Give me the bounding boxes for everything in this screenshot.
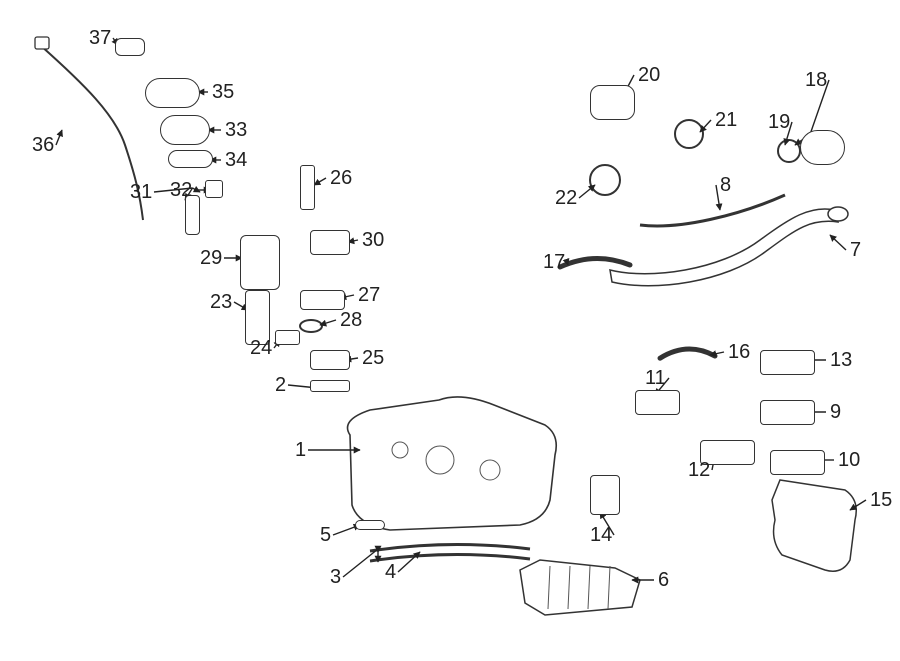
callout-2: 2 [275,375,286,395]
callout-13: 13 [830,350,852,370]
callout-27: 27 [358,285,380,305]
callout-17: 17 [543,252,565,272]
callout-1: 1 [295,440,306,460]
part-2 [310,380,350,392]
callout-19: 19 [768,112,790,132]
callout-35: 35 [212,82,234,102]
part-25 [310,350,350,370]
callout-14: 14 [590,525,612,545]
part-31 [185,195,200,235]
part-33 [160,115,210,145]
callout-31: 31 [130,182,152,202]
callout-30: 30 [362,230,384,250]
callout-26: 26 [330,168,352,188]
part-34 [168,150,213,168]
leader-lines-layer [0,0,900,661]
part-5 [355,520,385,530]
callout-22: 22 [555,188,577,208]
callout-34: 34 [225,150,247,170]
part-18 [800,130,845,165]
part-13 [760,350,815,375]
callout-3: 3 [330,567,341,587]
part-11 [635,390,680,415]
callout-12: 12 [688,460,710,480]
callout-6: 6 [658,570,669,590]
part-20 [590,85,635,120]
callout-25: 25 [362,348,384,368]
part-35 [145,78,200,108]
part-14 [590,475,620,515]
callout-8: 8 [720,175,731,195]
part-37 [115,38,145,56]
callout-33: 33 [225,120,247,140]
callout-7: 7 [850,240,861,260]
callout-11: 11 [645,368,666,388]
callout-32: 32 [170,180,192,200]
part-30 [310,230,350,255]
part-29 [240,235,280,290]
callout-9: 9 [830,402,841,422]
callout-5: 5 [320,525,331,545]
callout-4: 4 [385,562,396,582]
callout-23: 23 [210,292,232,312]
callout-15: 15 [870,490,892,510]
callout-10: 10 [838,450,860,470]
callout-29: 29 [200,248,222,268]
callout-28: 28 [340,310,362,330]
part-32 [205,180,223,198]
part-26 [300,165,315,210]
callout-20: 20 [638,65,660,85]
callout-18: 18 [805,70,827,90]
callout-24: 24 [250,338,272,358]
part-27 [300,290,345,310]
part-9 [760,400,815,425]
callout-16: 16 [728,342,750,362]
part-10 [770,450,825,475]
callout-21: 21 [715,110,737,130]
part-24 [275,330,300,345]
callout-36: 36 [32,135,54,155]
callout-37: 37 [89,28,111,48]
